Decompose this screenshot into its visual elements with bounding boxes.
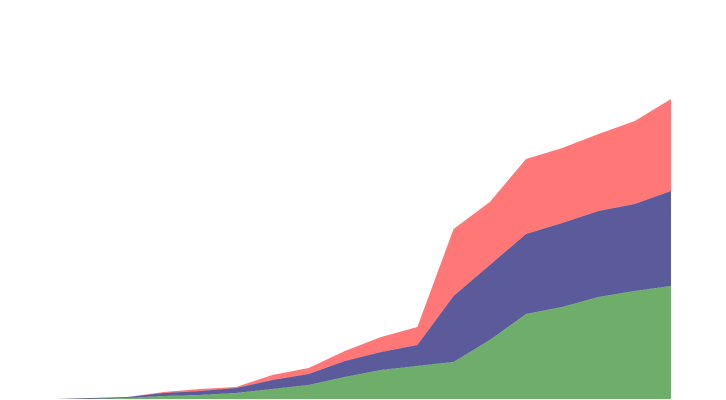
area-series-3 xyxy=(55,99,671,399)
area-series-2 xyxy=(55,191,671,399)
area-series-1 xyxy=(55,286,671,399)
